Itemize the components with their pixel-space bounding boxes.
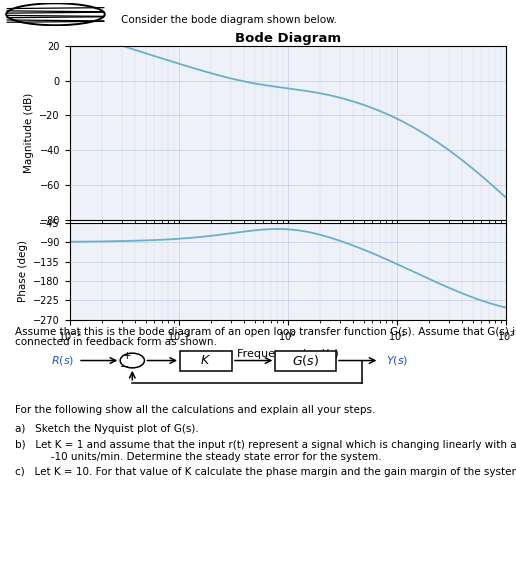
Text: connected in feedback form as shown.: connected in feedback form as shown. <box>15 337 217 347</box>
Text: $G(s)$: $G(s)$ <box>292 353 319 368</box>
Text: For the following show all the calculations and explain all your steps.: For the following show all the calculati… <box>15 405 376 416</box>
Y-axis label: Phase (deg): Phase (deg) <box>18 240 27 302</box>
Text: c)   Let K = 10. For that value of K calculate the phase margin and the gain mar: c) Let K = 10. For that value of K calcu… <box>15 467 516 477</box>
Text: Consider the bode diagram shown below.: Consider the bode diagram shown below. <box>121 15 337 25</box>
Text: +: + <box>123 351 132 361</box>
Text: b)   Let K = 1 and assume that the input r(t) represent a signal which is changi: b) Let K = 1 and assume that the input r… <box>15 440 516 450</box>
Text: a)   Sketch the Nyquist plot of G(s).: a) Sketch the Nyquist plot of G(s). <box>15 424 199 434</box>
Text: -10 units/min. Determine the steady state error for the system.: -10 units/min. Determine the steady stat… <box>15 452 382 463</box>
Text: Assume that this is the bode diagram of an open loop transfer function G(s). Ass: Assume that this is the bode diagram of … <box>15 327 516 337</box>
X-axis label: Frequency  (rad/s): Frequency (rad/s) <box>237 349 338 359</box>
Text: $Y(s)$: $Y(s)$ <box>385 354 408 367</box>
Bar <box>276 351 336 371</box>
Text: $K$: $K$ <box>201 354 212 367</box>
Bar <box>180 351 232 371</box>
Text: $R(s)$: $R(s)$ <box>51 354 75 367</box>
Title: Bode Diagram: Bode Diagram <box>235 31 341 45</box>
Y-axis label: Magnitude (dB): Magnitude (dB) <box>24 93 34 173</box>
Text: −: − <box>120 362 129 372</box>
